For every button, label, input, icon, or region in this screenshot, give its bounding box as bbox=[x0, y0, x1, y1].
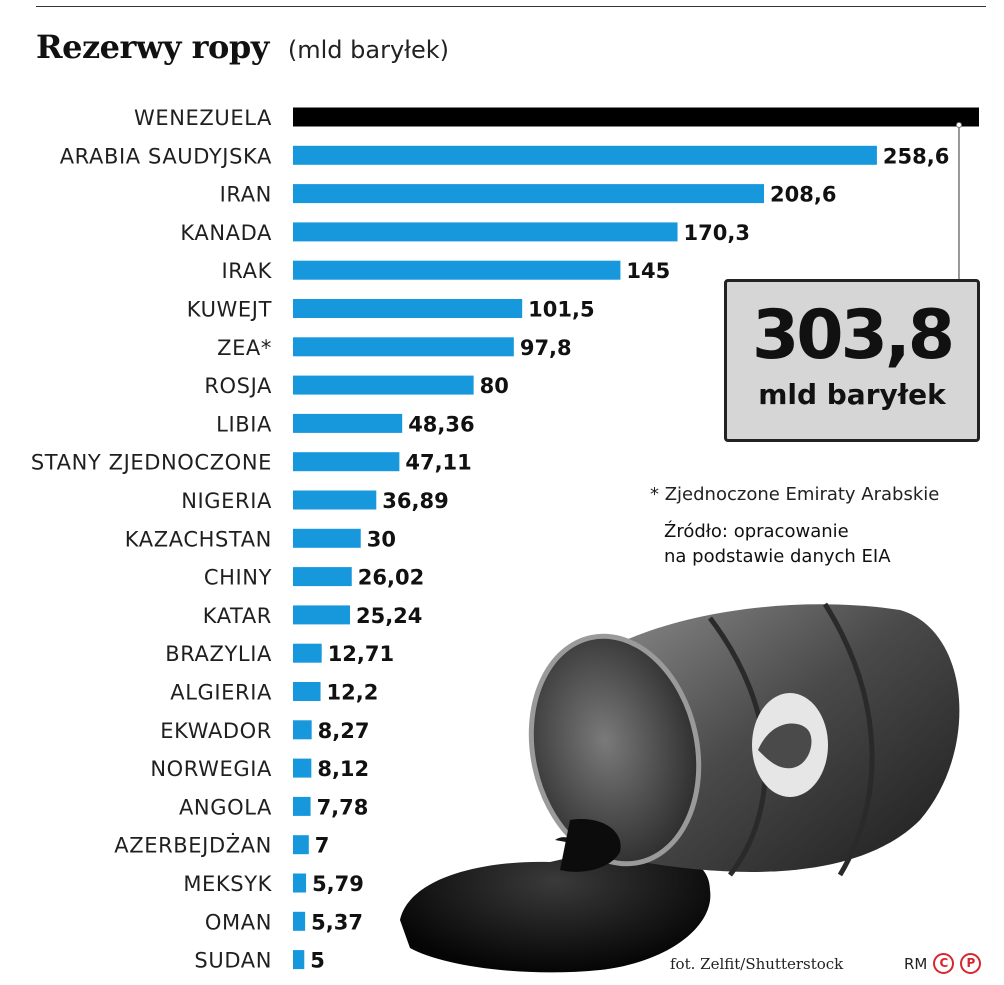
category-label: STANY ZJEDNOCZONE bbox=[31, 451, 272, 475]
category-label: KUWEJT bbox=[187, 298, 272, 322]
title-block: Rezerwy ropy (mld baryłek) bbox=[36, 28, 449, 66]
category-label: ROSJA bbox=[204, 374, 272, 398]
category-label: ALGIERIA bbox=[170, 681, 272, 705]
bar bbox=[293, 796, 311, 816]
bar bbox=[293, 835, 309, 855]
pouring-oil bbox=[560, 819, 621, 872]
bar bbox=[293, 413, 403, 433]
value-label: 36,89 bbox=[382, 489, 448, 513]
bar bbox=[293, 682, 321, 701]
category-label: KAZACHSTAN bbox=[125, 527, 272, 551]
bar bbox=[293, 528, 361, 548]
category-label: ARABIA SAUDYJSKA bbox=[60, 144, 272, 168]
value-label: 258,6 bbox=[883, 144, 949, 168]
value-label: 8,12 bbox=[317, 757, 369, 781]
category-label: ANGOLA bbox=[179, 795, 272, 819]
oil-drop-logo bbox=[752, 693, 828, 797]
bar bbox=[293, 720, 312, 740]
bar bbox=[293, 950, 305, 970]
bar bbox=[293, 567, 352, 587]
callout-value: 303,8 bbox=[751, 296, 955, 375]
category-label: KANADA bbox=[180, 221, 272, 245]
bar bbox=[293, 184, 765, 204]
bar bbox=[293, 605, 350, 625]
category-label: LIBIA bbox=[216, 412, 272, 436]
value-label: 12,71 bbox=[328, 642, 394, 666]
bar bbox=[293, 375, 474, 395]
category-label: IRAK bbox=[222, 259, 273, 283]
callout-leader-dot bbox=[955, 122, 962, 128]
bar bbox=[293, 337, 514, 357]
bar bbox=[293, 299, 523, 318]
category-label: NIGERIA bbox=[181, 489, 272, 513]
value-label: 5,37 bbox=[311, 910, 363, 934]
category-label: AZERBEJDŻAN bbox=[114, 833, 272, 858]
source-line-2: na podstawie danych EIA bbox=[664, 546, 891, 567]
value-label: 7,78 bbox=[317, 795, 369, 819]
bar bbox=[293, 107, 979, 127]
category-label: IRAN bbox=[220, 183, 272, 207]
chart-subtitle: (mld baryłek) bbox=[287, 36, 450, 64]
bar bbox=[293, 490, 377, 510]
category-label: MEKSYK bbox=[183, 872, 272, 896]
copyright-p-icon: P bbox=[960, 953, 982, 974]
bar bbox=[293, 452, 400, 472]
bar bbox=[293, 145, 877, 165]
value-label: 47,11 bbox=[405, 451, 471, 475]
category-label: EKWADOR bbox=[160, 719, 272, 743]
bar bbox=[293, 260, 621, 280]
copyright-c-icon: C bbox=[933, 953, 955, 974]
rights-mark: RM C P bbox=[904, 953, 982, 974]
category-label: CHINY bbox=[204, 566, 272, 590]
bar bbox=[293, 222, 678, 242]
top-rule bbox=[36, 6, 986, 7]
footnote: * Zjednoczone Emiraty Arabskie bbox=[650, 484, 940, 505]
category-label: BRAZYLIA bbox=[165, 642, 272, 666]
value-label: 145 bbox=[626, 259, 670, 283]
callout-unit: mld baryłek bbox=[758, 378, 946, 411]
barrel-lid bbox=[528, 633, 702, 867]
venezuela-callout: 303,8 mld baryłek bbox=[724, 279, 980, 442]
value-label: 101,5 bbox=[528, 298, 594, 322]
oil-barrel-illustration bbox=[400, 602, 960, 973]
category-label: ZEA* bbox=[217, 336, 272, 360]
rm-label: RM bbox=[904, 954, 928, 973]
category-label: OMAN bbox=[205, 910, 272, 934]
chart-title: Rezerwy ropy bbox=[36, 28, 269, 66]
value-label: 25,24 bbox=[356, 604, 422, 628]
value-label: 48,36 bbox=[408, 412, 474, 436]
source-line-1: Źródło: opracowanie bbox=[664, 521, 849, 542]
value-label: 97,8 bbox=[520, 336, 572, 360]
category-label: KATAR bbox=[203, 604, 272, 628]
photo-credit: fot. Zelfit/Shutterstock bbox=[670, 955, 844, 973]
value-label: 5 bbox=[310, 949, 325, 973]
value-label: 26,02 bbox=[358, 566, 424, 590]
bar bbox=[293, 643, 322, 663]
value-label: 170,3 bbox=[684, 221, 750, 245]
bar bbox=[293, 873, 307, 893]
value-label: 5,79 bbox=[312, 872, 364, 896]
value-label: 8,27 bbox=[318, 719, 370, 743]
bar bbox=[293, 911, 306, 931]
category-label: WENEZUELA bbox=[134, 106, 272, 130]
value-label: 12,2 bbox=[327, 681, 379, 705]
bar bbox=[293, 758, 312, 778]
source-note: Źródło: opracowanie na podstawie danych … bbox=[664, 519, 891, 569]
value-label: 208,6 bbox=[770, 183, 836, 207]
value-label: 80 bbox=[480, 374, 509, 398]
category-label: NORWEGIA bbox=[150, 757, 272, 781]
value-label: 7 bbox=[315, 834, 330, 858]
value-label: 30 bbox=[367, 527, 396, 551]
category-label: SUDAN bbox=[194, 949, 272, 973]
